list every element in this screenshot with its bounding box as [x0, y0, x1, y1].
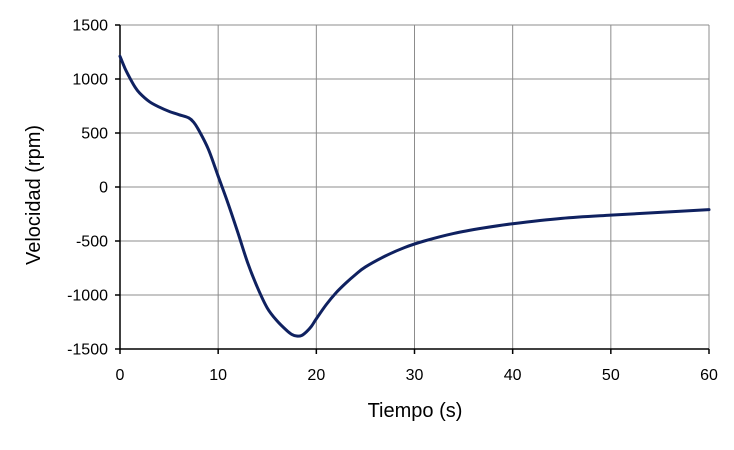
- x-axis-title: Tiempo (s): [368, 400, 463, 422]
- x-tick-label: 10: [209, 367, 227, 384]
- y-tick-label: -1000: [67, 288, 108, 305]
- x-tick-label: 0: [116, 367, 125, 384]
- series-group: [118, 54, 711, 338]
- y-axis-title: Velocidad (rpm): [23, 125, 45, 265]
- y-tick-label: 500: [81, 126, 108, 143]
- ticks: 1500 1000 500 0 -500 -1000 -1500 0 10 20 30 40 50 60: [67, 18, 718, 385]
- x-tick-label: 50: [602, 367, 620, 384]
- y-tick-label: 1000: [72, 72, 108, 89]
- y-tick-label: -500: [76, 234, 108, 251]
- y-tick-label: 1500: [72, 18, 108, 35]
- x-tick-label: 30: [406, 367, 424, 384]
- x-tick-label: 20: [307, 367, 325, 384]
- series-line: [118, 54, 711, 338]
- grid: [119, 24, 710, 350]
- x-tick-label: 60: [700, 367, 718, 384]
- y-tick-label: 0: [99, 180, 108, 197]
- x-tick-label: 40: [504, 367, 522, 384]
- y-tick-label: -1500: [67, 342, 108, 359]
